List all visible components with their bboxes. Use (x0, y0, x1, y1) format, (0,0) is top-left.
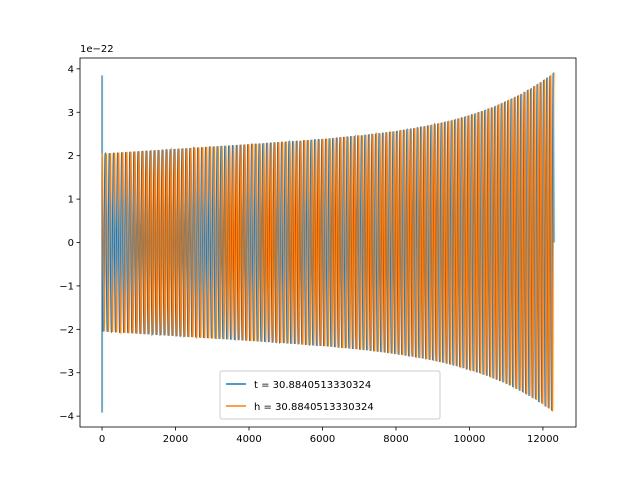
y-tick-label: −3 (59, 368, 74, 379)
y-tick-label: 0 (68, 238, 74, 249)
x-axis: 0 2000 4000 6000 8000 10000 12000 (99, 427, 559, 445)
legend-box (219, 370, 441, 420)
y-offset-label: 1e−22 (80, 44, 114, 55)
legend-label-t: t = 30.8840513330324 (254, 380, 371, 391)
y-tick-label: 2 (68, 151, 74, 162)
x-tick-label: 10000 (454, 434, 486, 445)
y-tick-label: 1 (68, 195, 74, 206)
y-tick-label: 4 (68, 64, 74, 75)
x-tick-label: 12000 (527, 434, 559, 445)
y-tick-label: 3 (68, 108, 74, 119)
x-tick-label: 6000 (310, 434, 335, 445)
y-tick-label: −1 (59, 281, 74, 292)
legend: t = 30.8840513330324 h = 30.884051333032… (219, 370, 441, 420)
x-tick-label: 8000 (383, 434, 408, 445)
y-tick-label: −2 (59, 325, 74, 336)
y-tick-label: −4 (59, 412, 74, 423)
x-tick-label: 4000 (236, 434, 261, 445)
x-tick-label: 2000 (163, 434, 188, 445)
legend-label-h: h = 30.8840513330324 (254, 402, 374, 413)
x-tick-label: 0 (99, 434, 105, 445)
series-line-h (101, 72, 555, 412)
y-axis: −4 −3 −2 −1 0 1 2 3 4 (59, 64, 80, 423)
series-layer (101, 72, 555, 413)
